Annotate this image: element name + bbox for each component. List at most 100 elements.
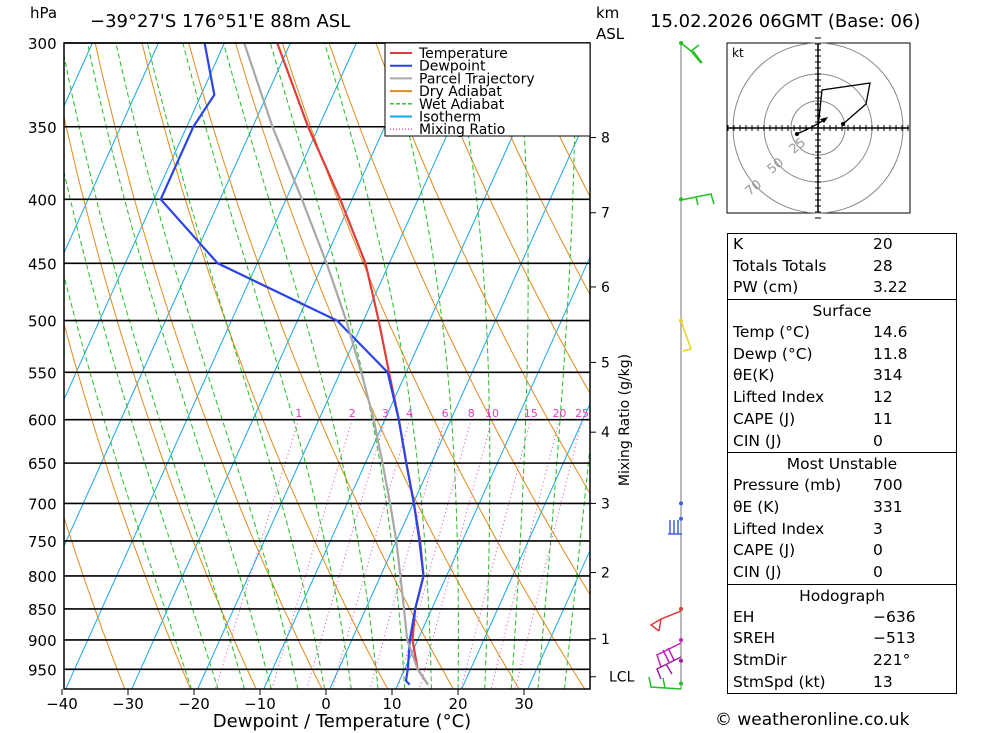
isotherm-line <box>329 109 590 689</box>
wind-barb <box>649 610 682 632</box>
sreh-value: −513 <box>873 629 916 648</box>
mu-li-row: Lifted Index 3 <box>728 519 956 541</box>
wind-level-dot <box>679 501 683 506</box>
km-label: 7 <box>601 206 610 222</box>
isotherm-line <box>461 402 590 689</box>
surface-temp-row: Temp (°C) 14.6 <box>728 322 956 344</box>
wind-barb <box>668 520 682 535</box>
km-label: 2 <box>601 566 610 582</box>
pressure-label: 900 <box>28 632 57 650</box>
isotherm-line <box>64 43 159 254</box>
surface-theta-label: θE(K) <box>733 366 775 385</box>
wind-level-dot <box>679 637 683 642</box>
legend-label: Mixing Ratio <box>419 122 505 138</box>
legend-label: Temperature <box>418 46 508 62</box>
x-tick-label: −40 <box>46 695 78 713</box>
dry-adiabat-line <box>94 43 323 689</box>
dry-adiabat-line <box>235 43 520 689</box>
surface-theta-value: 314 <box>873 366 903 385</box>
dry-adiabat-line <box>64 322 192 689</box>
datetime-title: 15.02.2026 06GMT (Base: 06) <box>650 11 921 32</box>
mixing-ratio-label: 1 <box>295 407 302 420</box>
surface-cin-row: CIN (J) 0 <box>728 431 956 453</box>
legend-label: Isotherm <box>419 110 481 126</box>
km-label: 6 <box>601 280 610 296</box>
legend-label: Wet Adiabat <box>419 97 505 113</box>
lcl-label: LCL <box>609 670 635 686</box>
dry-adiabat-line <box>188 43 454 689</box>
pw-row: PW (cm) 3.22 <box>728 277 956 299</box>
isotherm-line <box>64 43 291 548</box>
mu-cin-value: 0 <box>873 562 883 581</box>
x-tick-label: 30 <box>514 695 533 713</box>
wind-barb <box>680 320 692 352</box>
pressure-label: 600 <box>28 412 57 430</box>
wind-barb <box>680 42 703 64</box>
wind-barb <box>656 642 682 668</box>
mixing-ratio-label: 25 <box>575 407 589 420</box>
x-tick-label: 20 <box>448 695 467 713</box>
x-tick-label: −20 <box>178 695 210 713</box>
dry-adiabat-line <box>984 43 1000 692</box>
location-title: −39°27'S 176°51'E 88m ASL <box>90 11 351 32</box>
wet-adiabat-line <box>64 170 219 689</box>
wet-adiabat-line <box>385 43 459 689</box>
stmspd-label: StmSpd (kt) <box>733 672 826 691</box>
km-label: 1 <box>601 632 610 648</box>
isotherm-line <box>0 43 26 692</box>
mixing-ratio-label: 6 <box>442 407 449 420</box>
dewpoint-profile <box>159 43 425 686</box>
sreh-label: SREH <box>733 629 776 648</box>
wet-adiabat-line <box>182 43 352 689</box>
surface-dewp-label: Dewp (°C) <box>733 344 813 363</box>
hpa-unit-label: hPa <box>30 4 58 22</box>
pressure-label: 450 <box>28 255 57 273</box>
pressure-label: 350 <box>28 119 57 137</box>
pressure-label: 650 <box>28 455 57 473</box>
eh-label: EH <box>733 607 755 626</box>
dry-adiabat-line <box>281 43 586 689</box>
surface-cin-value: 0 <box>873 431 883 450</box>
x-tick-label: −10 <box>244 695 276 713</box>
dry-adiabat-line <box>468 43 590 296</box>
mixing-ratio-line <box>331 419 411 689</box>
legend-label: Parcel Trajectory <box>419 71 535 87</box>
pressure-label: 750 <box>28 533 57 551</box>
legend-label: Dewpoint <box>419 59 486 75</box>
wind-level-dot <box>679 516 683 521</box>
parcel-trajectory-profile <box>243 43 429 686</box>
mu-cin-label: CIN (J) <box>733 562 782 581</box>
wind-level-dot <box>679 318 683 323</box>
mixing-ratio-label: 3 <box>382 407 389 420</box>
pw-label: PW (cm) <box>733 278 799 297</box>
pw-value: 3.22 <box>873 278 908 297</box>
legend-frame <box>384 42 591 137</box>
mu-theta-label: θE (K) <box>733 497 780 516</box>
pressure-label: 950 <box>28 661 57 679</box>
stmspd-value: 13 <box>873 672 893 691</box>
dry-adiabat-line <box>422 43 590 395</box>
totals-row: Totals Totals 28 <box>728 256 956 278</box>
mixing-ratio-label: 10 <box>485 407 499 420</box>
stmspd-row: StmSpd (kt) 13 <box>728 672 956 694</box>
k-index-row: K 20 <box>728 234 956 256</box>
hodograph-unit-label: kt <box>732 46 744 60</box>
mu-pressure-label: Pressure (mb) <box>733 476 842 495</box>
legend-label: Dry Adiabat <box>419 84 502 100</box>
wind-level-dot <box>679 606 683 611</box>
mixing-ratio-label: 15 <box>524 407 538 420</box>
isotherm-line <box>64 43 225 401</box>
wet-adiabat-line <box>223 43 379 689</box>
mixing-ratio-line <box>419 419 493 689</box>
surface-temp-label: Temp (°C) <box>733 323 810 342</box>
mixing-ratio-line <box>369 419 446 689</box>
isotherm-line <box>131 43 423 689</box>
hodograph-low-trace <box>796 118 827 135</box>
copyright-text[interactable]: © weatheronline.co.uk <box>715 710 910 730</box>
wind-level-dot <box>679 658 683 663</box>
dry-adiabat-line <box>375 43 590 495</box>
surface-dewp-value: 11.8 <box>873 344 908 363</box>
mu-li-label: Lifted Index <box>733 519 825 538</box>
mixing-ratio-axis-title: Mixing Ratio (g/kg) <box>617 354 633 486</box>
